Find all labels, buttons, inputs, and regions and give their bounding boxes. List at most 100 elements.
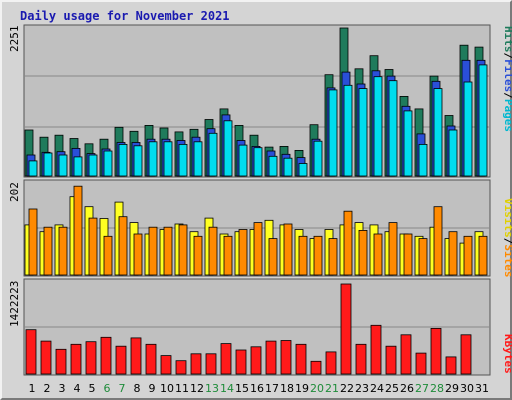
sites-bar-day-23 (358, 229, 368, 276)
sites-bar-day-10 (163, 226, 173, 276)
pages-bar-day-29 (448, 129, 458, 177)
pages-bar-day-11 (178, 143, 188, 177)
sites-bar-day-6 (103, 235, 113, 276)
pages-bar-day-2 (43, 152, 53, 177)
kbytes-bar-day-16 (250, 346, 262, 375)
sites-bar-day-20 (313, 235, 323, 276)
pages-bar-day-5 (88, 154, 98, 177)
pages-bar-day-24 (373, 76, 383, 177)
x-tick-label-day-18: 18 (280, 382, 294, 395)
kbytes-bar-day-25 (385, 345, 397, 375)
x-tick-label-day-7: 7 (119, 382, 126, 395)
x-axis-labels: 1 2 3 4 5 6 7 8 9 10 11 12 13 14 15 16 17 18 19 20 21 22 23 24 2… (29, 382, 490, 395)
kbytes-bar-day-11 (175, 360, 187, 375)
x-tick-label-day-3: 3 (59, 382, 66, 395)
pages-bar-day-26 (403, 110, 413, 177)
sites-bar-day-3 (58, 226, 68, 276)
pages-bar-day-3 (58, 154, 68, 177)
pages-legend: Pages (502, 99, 512, 132)
x-tick-label-day-23: 23 (355, 382, 369, 395)
kbytes-bar-day-8 (130, 337, 142, 375)
pages-bar-day-25 (388, 80, 398, 177)
sites-bar-day-5 (88, 217, 98, 276)
x-tick-label-day-29: 29 (445, 382, 459, 395)
x-tick-label-day-27: 27 (415, 382, 429, 395)
sites-bar-day-4 (73, 185, 83, 276)
visits-ymax-label: 202 (8, 182, 21, 202)
pages-bar-day-22 (343, 84, 353, 177)
kbytes-ymax-label: 1422223 (8, 281, 21, 327)
pages-bar-day-23 (358, 88, 368, 177)
x-tick-label-day-9: 9 (149, 382, 156, 395)
sites-bar-day-14 (223, 235, 233, 276)
sites-bar-day-2 (43, 226, 53, 276)
sites-bar-day-22 (343, 210, 353, 276)
pages-bar-day-12 (193, 141, 203, 177)
pages-bar-day-14 (223, 120, 233, 177)
sites-bar-day-28 (433, 206, 443, 276)
sites-bar-day-27 (418, 238, 428, 276)
visits-right-axis-label: Visits/Sites (502, 198, 512, 278)
pages-bar-day-28 (433, 88, 443, 177)
sites-bar-day-16 (253, 222, 263, 276)
pages-bar-day-19 (298, 163, 308, 177)
x-tick-label-day-14: 14 (220, 382, 234, 395)
hits-ymax-label: 2251 (8, 26, 21, 53)
x-tick-label-day-30: 30 (460, 382, 474, 395)
kbytes-bar-day-30 (460, 334, 472, 375)
x-tick-label-day-24: 24 (370, 382, 384, 395)
kbytes-right-axis-label: KBytes (502, 334, 512, 374)
kbytes-bar-day-24 (370, 324, 382, 375)
pages-bar-day-21 (328, 89, 338, 177)
kbytes-bar-day-3 (55, 348, 67, 375)
kbytes-bar-day-7 (115, 345, 127, 375)
x-tick-label-day-16: 16 (250, 382, 264, 395)
hits-right-axis-label: Hits/Files/Pages (502, 26, 512, 132)
kbytes-bar-day-15 (235, 349, 247, 375)
hits-legend: Hits (502, 26, 512, 53)
sites-bar-day-21 (328, 238, 338, 276)
visits-legend: Visits (502, 198, 512, 238)
kbytes-bar-day-23 (355, 343, 367, 375)
x-tick-label-day-22: 22 (340, 382, 354, 395)
x-tick-label-day-11: 11 (175, 382, 189, 395)
kbytes-bar-day-1 (25, 329, 37, 375)
sites-bar-day-29 (448, 231, 458, 276)
kbytes-bar-day-20 (310, 360, 322, 375)
sites-bar-day-18 (283, 223, 293, 276)
sites-bar-day-30 (463, 235, 473, 276)
kbytes-bar-day-13 (205, 353, 217, 375)
x-tick-label-day-8: 8 (134, 382, 141, 395)
sites-bar-day-12 (193, 235, 203, 276)
sites-bar-day-25 (388, 222, 398, 276)
kbytes-bar-day-4 (70, 343, 82, 375)
sites-bar-day-1 (28, 208, 38, 276)
pages-bar-day-30 (463, 81, 473, 177)
x-tick-label-day-21: 21 (325, 382, 339, 395)
sites-bar-day-24 (373, 233, 383, 276)
sites-bar-day-19 (298, 235, 308, 276)
kbytes-bar-day-17 (265, 340, 277, 375)
kbytes-bar-day-21 (325, 351, 337, 375)
bars-layer (24, 27, 488, 375)
sites-legend: Sites (502, 244, 512, 277)
x-tick-label-day-31: 31 (475, 382, 489, 395)
kbytes-bar-day-5 (85, 341, 97, 375)
pages-bar-day-20 (313, 140, 323, 177)
kbytes-bar-day-19 (295, 343, 307, 375)
pages-bar-day-16 (253, 147, 263, 177)
x-tick-label-day-17: 17 (265, 382, 279, 395)
kbytes-bar-day-18 (280, 340, 292, 375)
x-tick-label-day-4: 4 (74, 382, 81, 395)
pages-bar-day-18 (283, 157, 293, 177)
pages-bar-day-31 (478, 64, 488, 177)
x-tick-label-day-6: 6 (104, 382, 111, 395)
pages-bar-day-15 (238, 144, 248, 177)
pages-bar-day-13 (208, 132, 218, 177)
pages-bar-day-8 (133, 145, 143, 177)
pages-bar-day-17 (268, 155, 278, 177)
kbytes-bar-day-28 (430, 327, 442, 375)
x-tick-label-day-25: 25 (385, 382, 399, 395)
pages-bar-day-10 (163, 141, 173, 177)
